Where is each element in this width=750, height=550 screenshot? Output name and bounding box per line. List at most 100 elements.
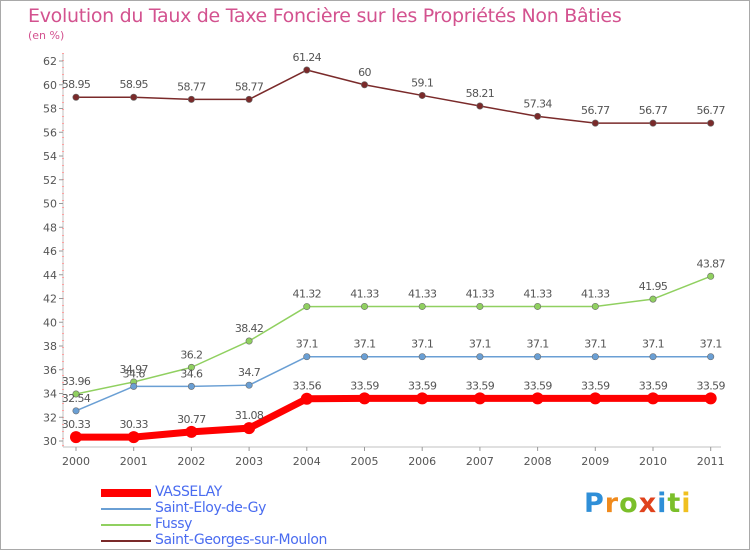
y-tick-label: 36: [43, 364, 57, 377]
data-label-2-2: 36.2: [180, 348, 202, 361]
chart-series-lines: [75, 69, 711, 441]
x-tick-label: 2000: [62, 455, 90, 468]
data-label-1-2: 34.6: [180, 367, 203, 380]
data-point-2-11: [707, 272, 715, 280]
data-point-1-10: [649, 353, 657, 361]
data-label-2-5: 41.33: [350, 287, 379, 300]
data-label-1-3: 34.7: [238, 366, 261, 379]
data-label-2-6: 41.33: [408, 287, 437, 300]
data-point-1-11: [707, 353, 715, 361]
data-label-1-1: 34.6: [123, 367, 146, 380]
series-line-3: [76, 69, 711, 124]
legend-label-2: Fussy: [155, 516, 193, 532]
x-tick-label: 2004: [293, 455, 321, 468]
series-line-2: [75, 275, 711, 395]
data-point-3-1: [130, 93, 138, 101]
data-point-3-10: [649, 119, 657, 127]
logo-letter-1: P: [584, 488, 605, 519]
data-point-3-5: [360, 81, 368, 89]
logo-letter-7: i: [681, 488, 692, 519]
data-label-1-7: 37.1: [469, 338, 491, 351]
x-tick-label: 2011: [697, 455, 725, 468]
data-label-1-10: 37.1: [642, 338, 664, 351]
y-tick-label: 42: [43, 293, 57, 306]
proxiti-logo: Proxiti: [584, 488, 692, 519]
data-point-0-11: [704, 392, 717, 405]
y-tick-label: 56: [43, 126, 57, 139]
data-point-1-3: [245, 381, 253, 389]
x-tick-label: 2010: [639, 455, 667, 468]
data-point-1-6: [418, 353, 426, 361]
data-point-0-6: [416, 392, 429, 405]
data-point-0-7: [473, 392, 486, 405]
data-point-0-4: [300, 392, 313, 405]
chart-subtitle: (en %): [28, 29, 65, 42]
legend-label-3: Saint-Georges-sur-Moulon: [155, 532, 327, 548]
data-label-1-0: 32.54: [62, 392, 91, 405]
data-label-0-6: 33.59: [408, 379, 437, 392]
data-label-1-4: 37.1: [296, 338, 318, 351]
y-tick-label: 52: [43, 174, 57, 187]
y-tick-label: 58: [43, 103, 57, 116]
y-tick-label: 32: [43, 411, 57, 424]
data-label-3-10: 56.77: [639, 104, 668, 117]
data-point-2-0: [72, 390, 80, 398]
y-tick-label: 54: [43, 150, 57, 163]
x-tick-label: 2009: [581, 455, 609, 468]
logo-letter-3: o: [619, 488, 639, 519]
data-point-2-3: [245, 337, 253, 345]
data-point-3-4: [303, 66, 311, 74]
data-label-3-9: 56.77: [581, 104, 610, 117]
y-tick-label: 40: [43, 316, 57, 329]
legend-swatch-0: [101, 489, 151, 497]
data-point-3-11: [707, 119, 715, 127]
data-label-1-6: 37.1: [411, 338, 433, 351]
data-label-3-4: 61.24: [293, 51, 322, 64]
data-point-0-10: [647, 392, 659, 405]
data-label-3-7: 58.21: [466, 87, 495, 100]
data-label-2-7: 41.33: [466, 287, 495, 300]
data-point-0-3: [243, 422, 256, 435]
chart-data-points: [70, 66, 717, 444]
data-label-2-4: 41.32: [293, 288, 322, 301]
logo-letter-6: t: [667, 488, 682, 519]
data-point-0-0: [70, 431, 82, 444]
data-label-2-8: 41.33: [523, 287, 552, 300]
data-label-0-0: 30.33: [62, 418, 91, 431]
data-point-0-8: [531, 392, 544, 405]
series-line-1: [75, 355, 711, 412]
data-label-2-3: 38.42: [235, 322, 264, 335]
legend-swatch-1: [101, 508, 151, 510]
data-point-1-2: [187, 382, 195, 390]
legend-label-1: Saint-Eloy-de-Gy: [155, 500, 266, 516]
data-label-3-0: 58.95: [62, 78, 91, 91]
data-point-3-0: [72, 93, 80, 101]
y-tick-label: 44: [43, 269, 57, 282]
legend-label-0: VASSELAY: [155, 484, 222, 500]
data-label-1-5: 37.1: [353, 338, 375, 351]
legend-swatch-3: [101, 540, 151, 542]
logo-letter-4: x: [638, 488, 658, 519]
data-point-3-3: [245, 95, 253, 103]
data-label-2-1: 34.97: [119, 363, 148, 376]
y-tick-label: 62: [43, 55, 57, 68]
data-label-3-3: 58.77: [235, 80, 264, 93]
data-point-2-6: [418, 302, 426, 310]
data-label-0-1: 30.33: [119, 418, 148, 431]
line-chart: 30 32 34 36 38 40 42 44 46 48 50 52 54 56 58 60 62 2000 20…: [43, 51, 726, 468]
data-point-1-0: [72, 407, 80, 415]
data-point-2-10: [649, 295, 657, 303]
chart-title: Evolution du Taux de Taxe Foncière sur l…: [28, 5, 622, 27]
data-point-1-8: [534, 353, 542, 361]
y-tick-label: 34: [43, 388, 57, 401]
data-label-0-7: 33.59: [466, 379, 495, 392]
y-tick-label: 30: [43, 435, 57, 448]
data-point-0-2: [185, 425, 198, 438]
data-point-2-2: [187, 363, 195, 371]
data-label-0-2: 30.77: [177, 413, 206, 426]
data-point-0-5: [358, 392, 371, 405]
legend-swatch-2: [101, 524, 151, 526]
data-label-2-10: 41.95: [639, 280, 668, 293]
data-label-2-11: 43.87: [696, 257, 725, 270]
